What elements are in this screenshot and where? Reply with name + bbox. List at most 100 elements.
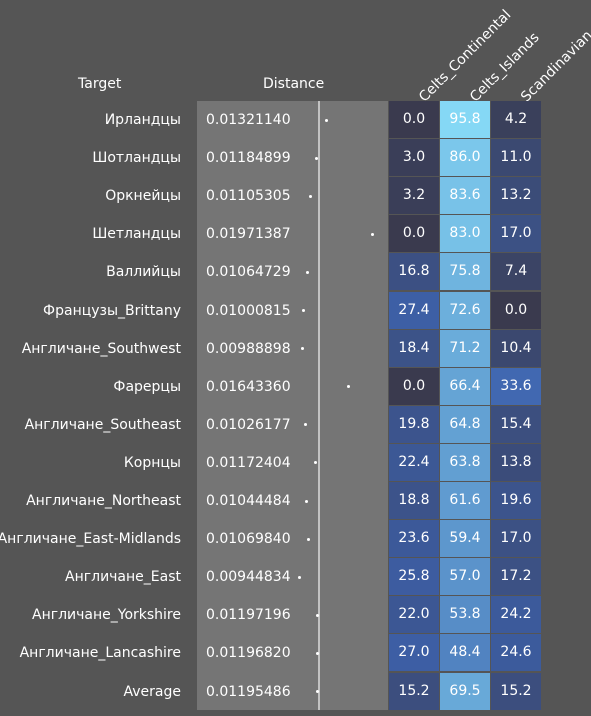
distance-dot: [324, 118, 328, 122]
value-cell: 86.0: [440, 139, 490, 177]
value-cell: 72.6: [440, 291, 490, 329]
distance-value: 0.01184899: [206, 150, 291, 167]
distance-value: 0.01971387: [206, 226, 291, 243]
distance-panel: [197, 101, 388, 710]
distance-dot: [314, 156, 318, 160]
value-cell: 63.8: [440, 443, 490, 481]
value-cell: 17.0: [491, 215, 541, 253]
row-label: Оркнейцы: [105, 188, 181, 205]
value-cell: 10.4: [491, 329, 541, 367]
value-cell: 71.2: [440, 329, 490, 367]
row-label: Корнцы: [123, 454, 181, 471]
value-cell: 24.2: [491, 596, 541, 634]
value-cell: 7.4: [491, 253, 541, 291]
value-cell: 0.0: [491, 291, 541, 329]
distance-value: 0.01196820: [206, 645, 291, 662]
row-label: Англичане_Lancashire: [19, 645, 181, 662]
value-cell: 27.0: [389, 634, 439, 672]
row-label: Ирландцы: [104, 112, 181, 128]
value-cell: 0.0: [389, 215, 439, 253]
row-label: Шетландцы: [92, 226, 181, 243]
value-cell: 11.0: [491, 139, 541, 177]
distance-dot: [301, 347, 305, 351]
value-cell: 48.4: [440, 634, 490, 672]
value-cell: 13.8: [491, 443, 541, 481]
row-label: Англичане_Southwest: [21, 340, 181, 357]
distance-dot: [305, 499, 309, 503]
average-distance-line: [317, 101, 320, 710]
value-cell: 22.0: [389, 596, 439, 634]
distance-value: 0.01044484: [206, 493, 291, 509]
value-cell: 75.8: [440, 253, 490, 291]
distance-dot: [309, 194, 313, 198]
row-label: Англичане_East-Midlands: [0, 531, 181, 548]
row-label: Англичане_Northeast: [26, 493, 181, 509]
distance-value: 0.01643360: [206, 378, 291, 395]
distance-dot: [347, 385, 351, 389]
target-header: Target: [78, 76, 122, 92]
value-cell: 64.8: [440, 405, 490, 443]
distance-value: 0.00988898: [206, 340, 291, 357]
distance-header: Distance: [263, 76, 325, 92]
value-cell: 15.2: [491, 672, 541, 710]
value-cell: 83.6: [440, 177, 490, 215]
value-cell: 22.4: [389, 443, 439, 481]
value-cell: 59.4: [440, 520, 490, 558]
distance-dot: [303, 423, 307, 427]
value-cell: 27.4: [389, 291, 439, 329]
distance-dot: [315, 613, 319, 617]
distance-dot: [298, 575, 301, 579]
value-cell: 16.8: [389, 253, 439, 291]
value-cell: 3.0: [389, 139, 439, 177]
distance-dot: [306, 270, 310, 274]
value-cell: 66.4: [440, 367, 490, 405]
distance-value: 0.01064729: [206, 264, 291, 281]
value-cell: 19.6: [491, 482, 541, 520]
distance-dot: [314, 461, 318, 465]
value-cell: 13.2: [491, 177, 541, 215]
distance-value: 0.01172404: [206, 454, 291, 471]
distance-dot: [315, 651, 319, 655]
value-cell: 15.2: [389, 672, 439, 710]
distance-value: 0.01069840: [206, 531, 291, 548]
distance-value: 0.01000815: [206, 302, 291, 319]
value-cell: 95.8: [440, 101, 490, 139]
row-label: Англичане_Southeast: [24, 416, 181, 433]
value-cell: 23.6: [389, 520, 439, 558]
distance-value: 0.01321140: [206, 112, 291, 128]
row-label: Англичане_Yorkshire: [32, 607, 181, 624]
value-cell: 19.8: [389, 405, 439, 443]
distance-value: 0.01026177: [206, 416, 291, 433]
value-cell: 25.8: [389, 558, 439, 596]
value-cell: 57.0: [440, 558, 490, 596]
value-cell: 4.2: [491, 101, 541, 139]
value-cell: 53.8: [440, 596, 490, 634]
row-label: Англичане_East: [65, 569, 181, 586]
distance-dot: [315, 690, 319, 694]
distance-value: 0.01197196: [206, 607, 291, 624]
distance-value: 0.01195486: [206, 683, 291, 700]
distance-value: 0.00944834: [206, 569, 291, 586]
value-cell: 3.2: [389, 177, 439, 215]
value-cell: 61.6: [440, 482, 490, 520]
value-cell: 83.0: [440, 215, 490, 253]
value-cell: 17.2: [491, 558, 541, 596]
distance-dot: [301, 309, 305, 313]
row-label: Average: [123, 683, 182, 700]
value-cell: 18.8: [389, 482, 439, 520]
distance-value: 0.01105305: [206, 188, 291, 205]
value-cell: 0.0: [389, 367, 439, 405]
value-cell: 69.5: [440, 672, 490, 710]
row-label: Фарерцы: [113, 378, 181, 395]
row-label: Валлийцы: [106, 264, 181, 281]
value-cell: 0.0: [389, 101, 439, 139]
value-cell: 15.4: [491, 405, 541, 443]
distance-dot: [306, 537, 310, 541]
distance-dot: [370, 232, 374, 236]
value-cell: 33.6: [491, 367, 541, 405]
value-cell: 17.0: [491, 520, 541, 558]
value-cell: 24.6: [491, 634, 541, 672]
row-label: Шотландцы: [92, 150, 181, 167]
row-label: Французы_Brittany: [43, 302, 181, 319]
